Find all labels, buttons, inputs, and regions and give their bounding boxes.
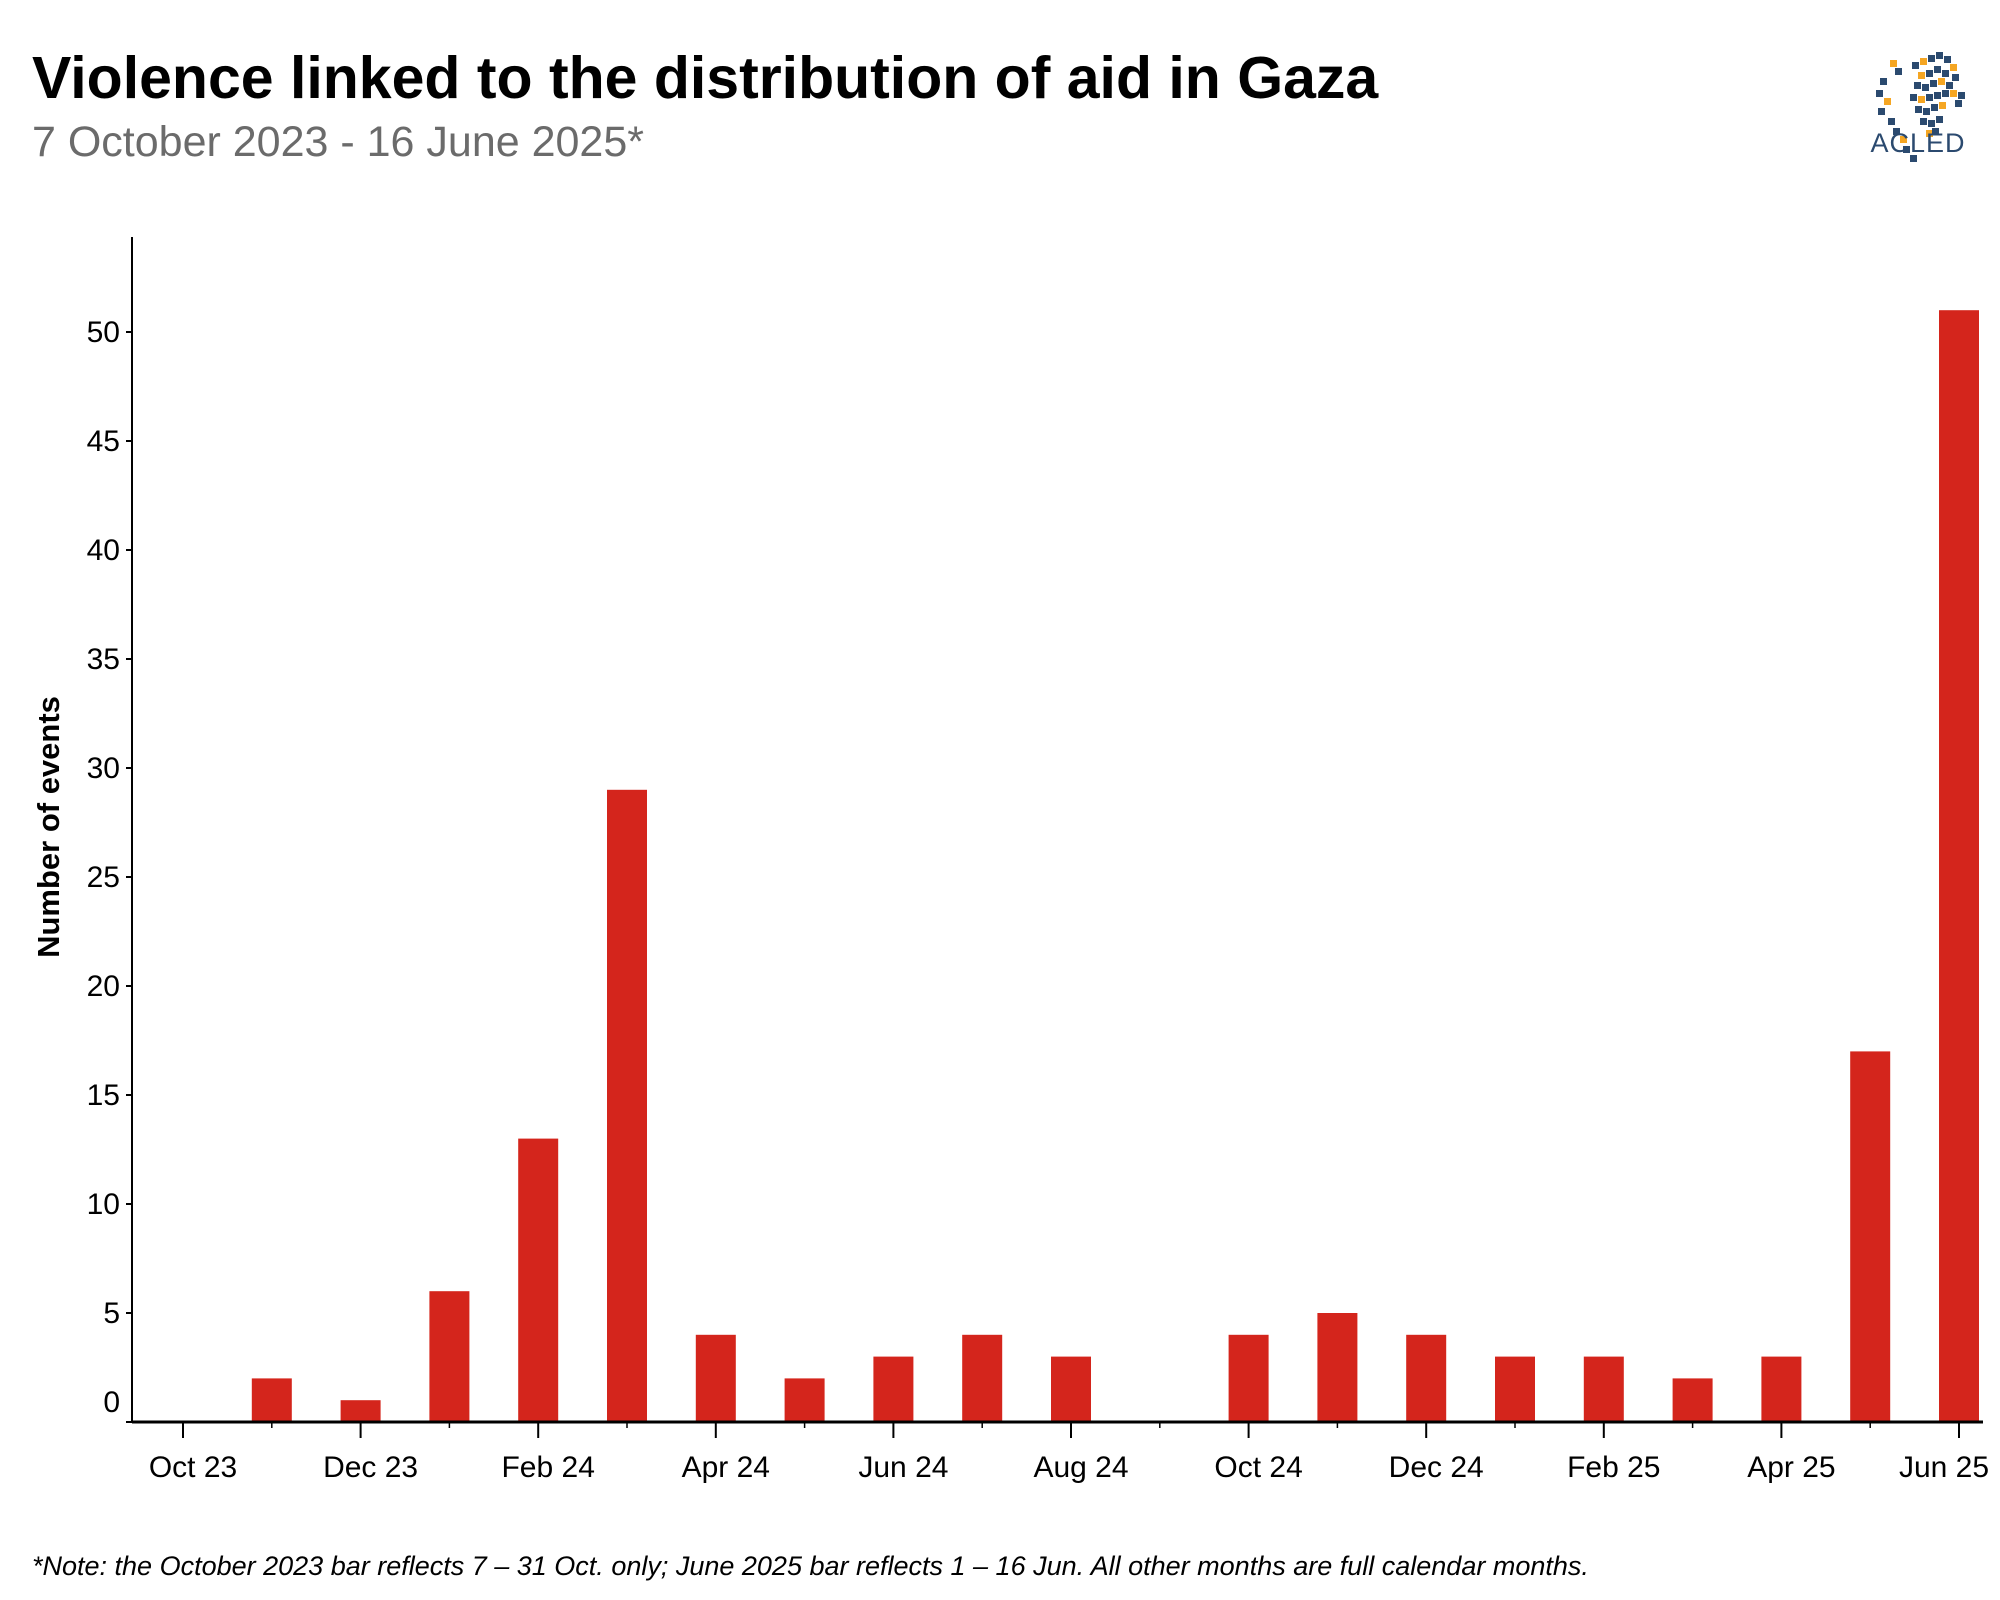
y-axis-label: Number of events (31, 696, 66, 958)
bar-oct-24 (1228, 1334, 1269, 1422)
y-tick-label: 20 (87, 970, 120, 1003)
logo-dot (1928, 55, 1935, 62)
bar-jun-25 (1939, 310, 1979, 1423)
x-tick-label: Oct 24 (1214, 1451, 1302, 1484)
logo-dot (1923, 108, 1930, 115)
logo-dot (1878, 108, 1885, 115)
logo-dot (1922, 84, 1929, 91)
x-tick-label: Dec 24 (1389, 1451, 1484, 1484)
x-tick-label: Feb 25 (1567, 1451, 1660, 1484)
logo-dot (1932, 128, 1939, 135)
y-tick-label: 25 (87, 861, 120, 894)
logo-dot (1914, 82, 1921, 89)
bar-may-25 (1850, 1051, 1891, 1422)
logo-dot (1950, 90, 1957, 97)
bar-apr-24 (695, 1334, 736, 1422)
bars (251, 310, 1979, 1423)
x-tick-label: Apr 24 (682, 1451, 770, 1484)
logo-dot (1955, 100, 1962, 107)
logo-dot (1944, 56, 1951, 63)
logo-dot (1942, 70, 1949, 77)
logo-dot (1912, 62, 1919, 69)
y-tick-label: 45 (87, 425, 120, 458)
x-tick-label: Aug 24 (1033, 1451, 1128, 1484)
logo-dot (1926, 130, 1933, 137)
logo-dot (1946, 82, 1953, 89)
logo-dot (1928, 120, 1935, 127)
y-tick-label: 15 (87, 1079, 120, 1112)
bar-mar-25 (1672, 1378, 1713, 1422)
bar-apr-25 (1761, 1356, 1802, 1422)
bar-may-24 (784, 1378, 825, 1422)
logo-dot (1893, 128, 1900, 135)
bar-jan-24 (429, 1291, 470, 1422)
logo-dot (1936, 52, 1943, 59)
bar-nov-23 (251, 1378, 292, 1422)
logo-dot (1910, 94, 1917, 101)
logo-dot (1942, 90, 1949, 97)
logo-dot (1884, 98, 1891, 105)
y-tick-label: 5 (103, 1297, 120, 1330)
bar-aug-24 (1051, 1356, 1091, 1422)
logo-dot (1934, 66, 1941, 73)
logo-dot (1926, 94, 1933, 101)
logo-dot (1915, 106, 1922, 113)
y-tick-label: 10 (87, 1188, 120, 1221)
bar-mar-24 (607, 789, 647, 1422)
x-tick-label: Feb 24 (501, 1451, 594, 1484)
x-tick-label: Apr 25 (1747, 1451, 1835, 1484)
bar-jun-24 (873, 1356, 914, 1422)
logo-dot (1903, 146, 1910, 153)
bar-feb-25 (1583, 1356, 1624, 1422)
footnote: *Note: the October 2023 bar reflects 7 –… (32, 1551, 1589, 1581)
logo-dot (1920, 58, 1927, 65)
logo-dot (1939, 102, 1946, 109)
logo-dot (1934, 92, 1941, 99)
y-tick-label: 40 (87, 534, 120, 567)
bar-dec-24 (1406, 1334, 1447, 1422)
logo-dot (1900, 136, 1907, 143)
bar-jan-25 (1495, 1356, 1535, 1422)
logo-dot (1950, 64, 1957, 71)
x-tick-label: Jun 25 (1899, 1451, 1989, 1484)
bar-feb-24 (518, 1138, 559, 1422)
x-tick-label: Oct 23 (149, 1451, 237, 1484)
logo-dot (1931, 104, 1938, 111)
logo-dot (1895, 68, 1902, 75)
x-tick-label: Dec 23 (323, 1451, 418, 1484)
logo-dot (1876, 90, 1883, 97)
logo-text: ACLED (1870, 128, 1965, 158)
logo-dot (1888, 118, 1895, 125)
logo-dot (1952, 74, 1959, 81)
logo-dot (1890, 60, 1897, 67)
logo-dot (1936, 116, 1943, 123)
chart-subtitle: 7 October 2023 - 16 June 2025* (32, 118, 644, 166)
acled-logo: ACLED (1870, 52, 1965, 162)
y-tick-label: 35 (87, 643, 120, 676)
axes: 0 5 10 15 20 25 30 35 40 45 50 Oct 23 Dec 23 Feb 24 Ap… (87, 237, 1989, 1484)
y-tick-label: 0 (103, 1386, 120, 1419)
y-tick-label: 30 (87, 752, 120, 785)
y-tick-label: 50 (87, 316, 120, 349)
logo-dot (1958, 92, 1965, 99)
bar-nov-24 (1317, 1313, 1358, 1422)
bar-dec-23 (340, 1400, 381, 1422)
logo-dot (1918, 72, 1925, 79)
logo-dot (1930, 80, 1937, 87)
bar-jul-24 (962, 1334, 1003, 1422)
logo-dot (1918, 96, 1925, 103)
logo-dot (1938, 78, 1945, 85)
x-tick-label: Jun 24 (858, 1451, 948, 1484)
logo-dot (1880, 78, 1887, 85)
chart-title: Violence linked to the distribution of a… (32, 45, 1379, 111)
logo-dot (1926, 70, 1933, 77)
logo-dot (1910, 155, 1917, 162)
logo-dot (1920, 118, 1927, 125)
